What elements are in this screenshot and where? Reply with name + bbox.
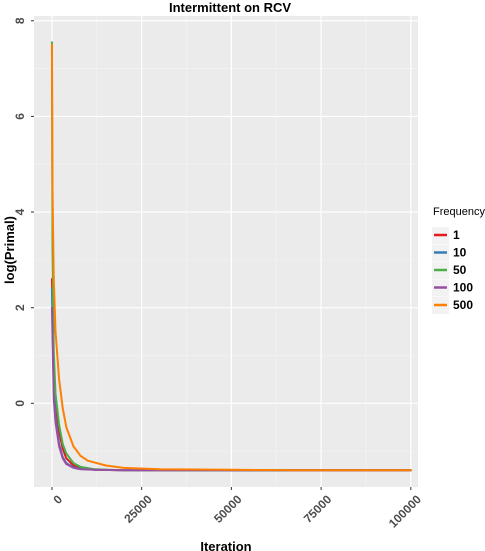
legend-label-50: 50 (453, 263, 467, 277)
plot-panel (34, 16, 418, 487)
y-tick-label: 2 (13, 304, 27, 311)
y-tick-label: 6 (13, 113, 27, 120)
y-axis-title: log(Primal) (2, 216, 17, 284)
y-tick-label: 0 (13, 400, 27, 407)
series-lines (50, 41, 412, 472)
minor-gridlines (34, 16, 418, 487)
legend: Frequency 1 10 50 100 500 (432, 206, 485, 314)
legend-label-10: 10 (453, 246, 467, 260)
chart-title: Intermittent on RCV (169, 0, 291, 15)
y-tick-label: 4 (13, 208, 27, 215)
legend-label-100: 100 (453, 281, 473, 295)
x-axis-title: Iteration (200, 539, 251, 551)
legend-label-1: 1 (453, 228, 460, 242)
legend-title: Frequency (433, 206, 485, 218)
y-tick-label: 8 (13, 17, 27, 24)
series-line-500 (50, 43, 412, 472)
y-axis: 0 2 4 6 8 (13, 17, 34, 407)
legend-label-500: 500 (453, 298, 473, 312)
